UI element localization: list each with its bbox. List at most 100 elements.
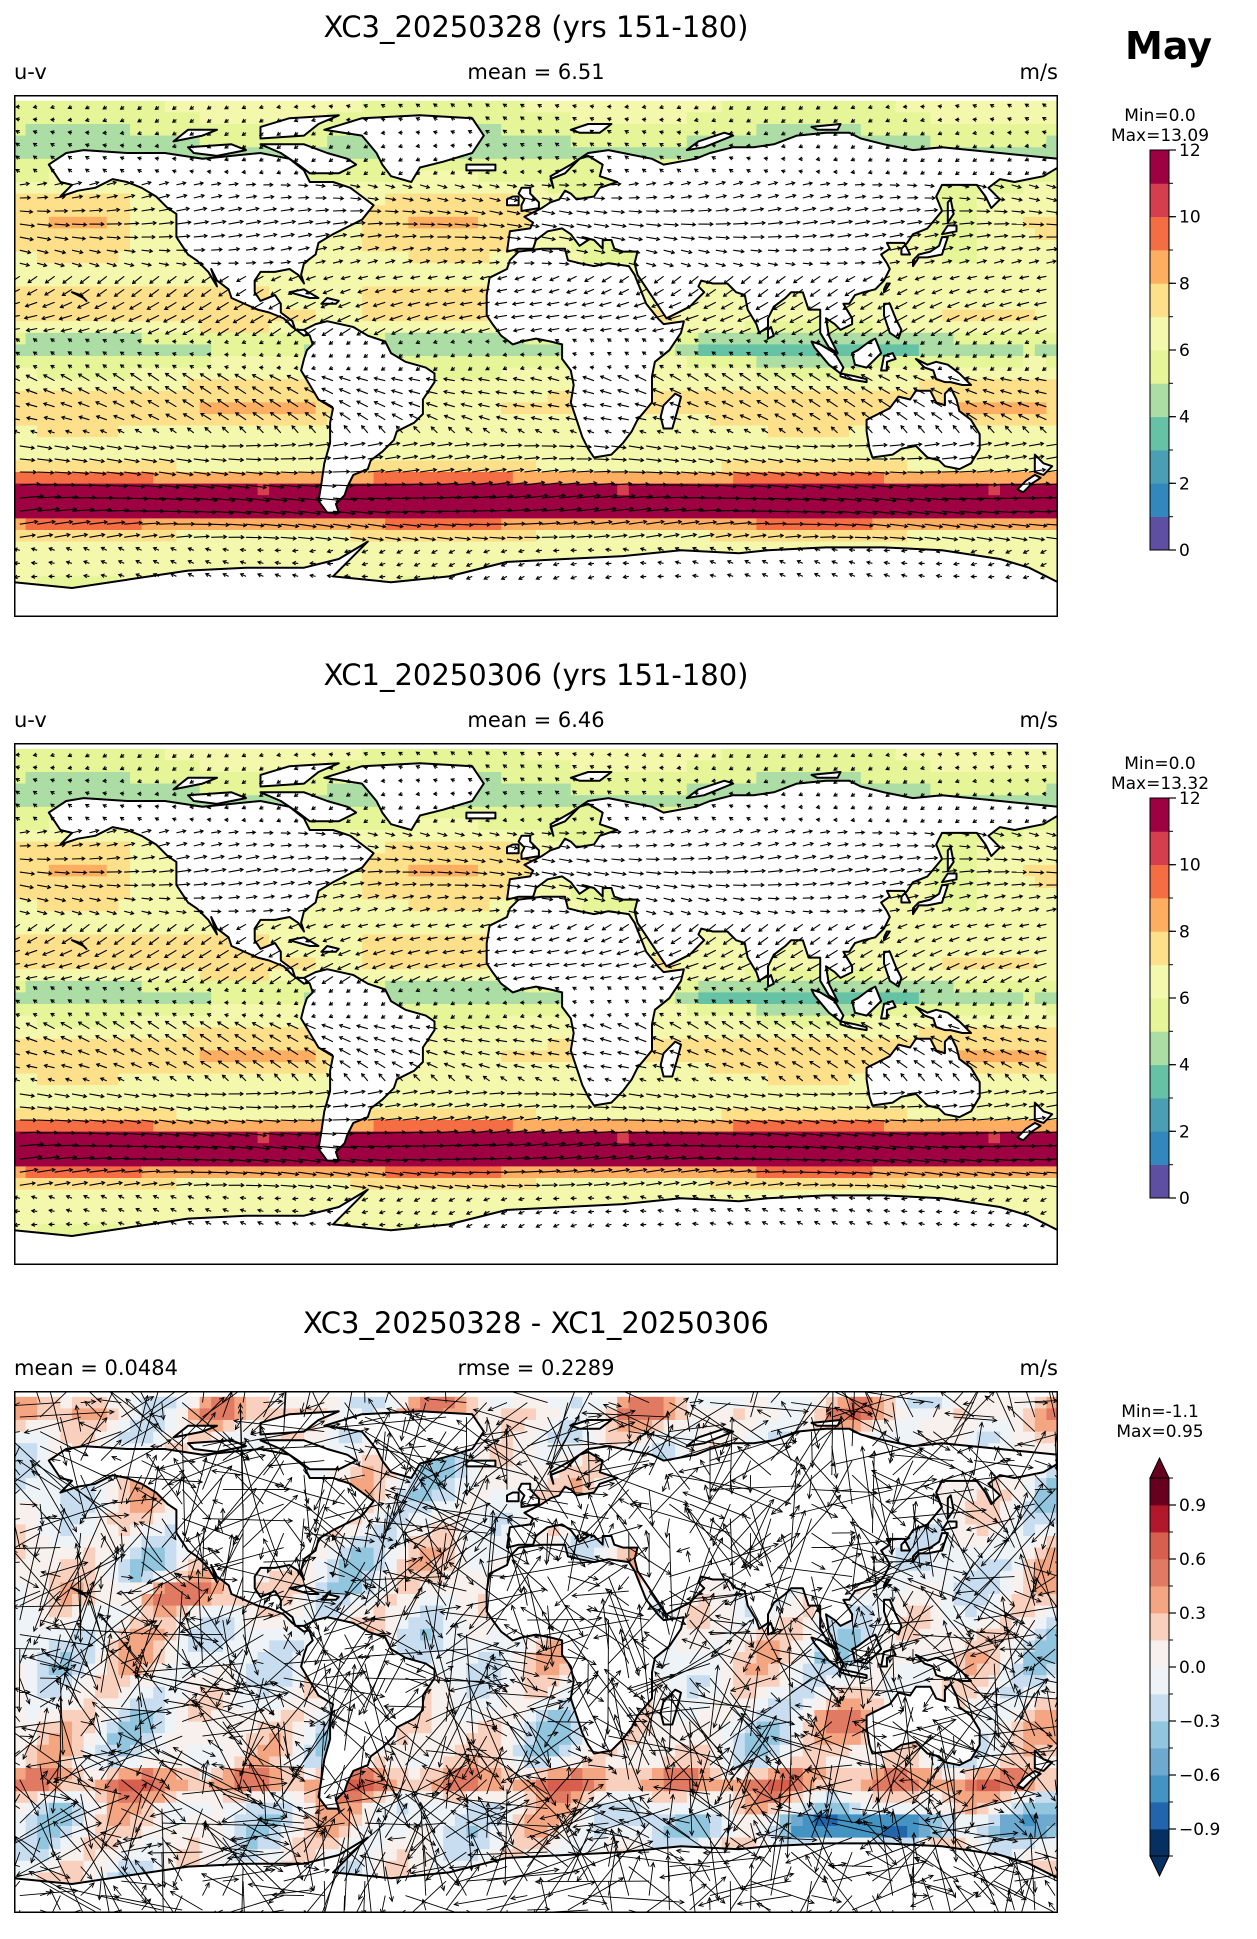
field-layer <box>14 1391 1058 1913</box>
colorbar-tick-label: 8 <box>1179 274 1190 294</box>
panel1-map <box>14 95 1058 617</box>
colorbar-tick-label: 2 <box>1179 1122 1190 1142</box>
colorbar-segment <box>1150 216 1169 251</box>
colorbar-tick-label: 0.9 <box>1179 1496 1206 1516</box>
land-outline <box>880 1648 897 1668</box>
panel3-rmse-label: rmse = 0.2289 <box>14 1356 1058 1380</box>
map-frame <box>14 95 1058 617</box>
land-outline <box>172 776 218 791</box>
colorbar-segment <box>1150 831 1169 866</box>
colorbar-segment <box>1150 1098 1169 1132</box>
colorbar-tick-label: 10 <box>1179 208 1201 228</box>
land-outline <box>865 1682 981 1767</box>
land-outline <box>880 352 897 372</box>
land-outline <box>187 791 247 805</box>
panel2-title: XC1_20250306 (yrs 151-180) <box>14 658 1058 692</box>
panel1-units-label: m/s <box>14 60 1058 84</box>
colorbar-segment <box>1150 316 1169 351</box>
colorbar-segment <box>1150 516 1169 551</box>
colorbar-segment <box>1150 1802 1169 1830</box>
panel1-title: XC3_20250328 (yrs 151-180) <box>14 10 1058 44</box>
land-outline <box>300 1616 436 1810</box>
land-outline <box>941 872 958 884</box>
panel2-mean-label: mean = 6.46 <box>14 708 1058 732</box>
land-outline <box>323 114 485 183</box>
land-outline <box>259 791 358 823</box>
colorbar-extend-max <box>1149 1456 1170 1479</box>
panel3-min-label: Min=-1.1 <box>1110 1402 1210 1422</box>
month-label: May <box>1125 24 1212 68</box>
land-outline <box>320 297 340 305</box>
land-outline <box>767 326 775 340</box>
colorbar-segment <box>1150 450 1169 484</box>
land-outline <box>810 988 845 1023</box>
colorbar-tick-label: 12 <box>1179 141 1201 161</box>
land-outline <box>485 247 685 459</box>
colorbar-segment <box>1150 183 1169 218</box>
land-outline <box>839 1668 868 1680</box>
colorbar-segment <box>1150 283 1169 318</box>
colorbar-segment <box>1150 350 1169 384</box>
vector-layer <box>14 103 1058 580</box>
land-outline <box>685 1427 735 1448</box>
land-outline <box>506 779 1058 1003</box>
colorbar-tick-label: 8 <box>1179 922 1190 942</box>
land-outline <box>941 224 958 236</box>
land-outline <box>851 337 883 369</box>
panel3-title: XC3_20250328 - XC1_20250306 <box>14 1306 1058 1340</box>
colorbar-segment <box>1150 1829 1169 1857</box>
land-outline <box>47 1445 375 1633</box>
panel1-colorbar: 0 2 4 6 8 10 12 <box>1149 141 1201 561</box>
land-outline <box>259 143 358 175</box>
colorbar-tick-label: 0 <box>1179 1189 1190 1209</box>
panel3-colorbar: −0.9 −0.6 −0.3 0.0 0.3 0.6 0.9 <box>1149 1456 1220 1878</box>
colorbar-tick-label: 0.3 <box>1179 1604 1206 1624</box>
panel2-min-label: Min=0.0 <box>1110 754 1210 774</box>
land-outline <box>187 143 247 157</box>
vector-layer <box>14 1391 1058 1913</box>
colorbar-segment <box>1150 931 1169 966</box>
land-outline <box>810 771 842 779</box>
colorbar-segment <box>1150 1775 1169 1803</box>
colorbar-segment <box>1150 1640 1169 1668</box>
land-outline <box>1033 453 1054 476</box>
colorbar-tick-label: 12 <box>1179 789 1201 809</box>
colorbar-segment <box>1150 483 1169 518</box>
colorbar-segment <box>1150 798 1169 832</box>
panel1-max-label: Max=13.09 <box>1100 126 1220 146</box>
colorbar-tick-label: −0.3 <box>1179 1712 1220 1732</box>
colorbar-segment <box>1150 998 1169 1032</box>
colorbar-tick-label: 4 <box>1179 408 1190 428</box>
land-outline <box>71 291 88 302</box>
land-outline <box>288 936 320 947</box>
colorbar-tick-label: 6 <box>1179 341 1190 361</box>
land-outline <box>851 985 883 1017</box>
colorbar-extend-min <box>1149 1855 1170 1878</box>
land-outline <box>883 1598 903 1636</box>
colorbar-segment <box>1150 1559 1169 1587</box>
colorbar-segment <box>1150 1613 1169 1641</box>
colorbar-segment <box>1150 1667 1169 1695</box>
colorbar-segment <box>1150 1694 1169 1722</box>
land-outline <box>1033 1101 1054 1124</box>
vector-layer <box>14 751 1058 1228</box>
land-outline <box>569 771 613 782</box>
colorbar-segment <box>1150 1532 1169 1560</box>
land-outline <box>71 939 88 950</box>
land-outline <box>517 1482 540 1508</box>
field-layer <box>14 748 1058 1265</box>
colorbar-segment <box>1150 864 1169 899</box>
colorbar-segment <box>1150 150 1169 184</box>
panel3-units-label: m/s <box>14 1356 1058 1380</box>
panel2-map <box>14 743 1058 1265</box>
panel1-mean-label: mean = 6.51 <box>14 60 1058 84</box>
land-outline <box>767 974 775 988</box>
land-outline <box>47 149 375 337</box>
colorbar-segment <box>1150 250 1169 284</box>
map-frame <box>14 1391 1058 1913</box>
colorbar-segment <box>1150 1721 1169 1749</box>
land-outline <box>465 811 497 820</box>
land-outline <box>883 930 891 942</box>
land-outline <box>506 1491 520 1503</box>
land-outline <box>914 357 972 386</box>
